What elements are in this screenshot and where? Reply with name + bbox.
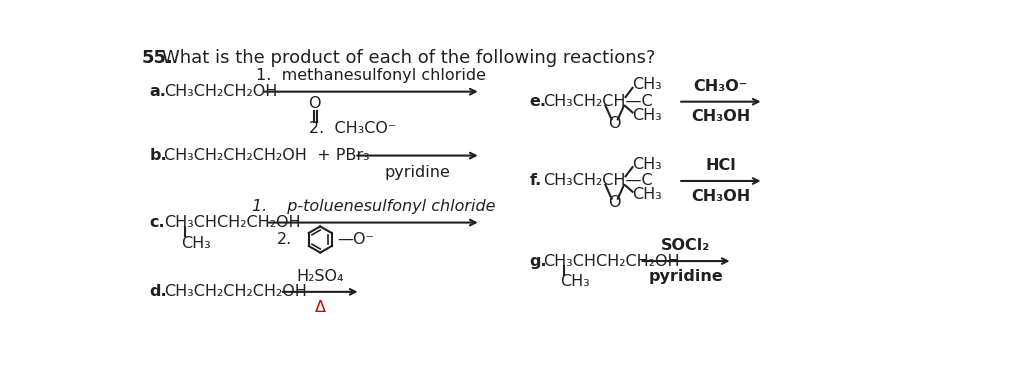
Text: What is the product of each of the following reactions?: What is the product of each of the follo… [162, 49, 655, 67]
Text: g.: g. [529, 254, 547, 269]
Text: CH₃: CH₃ [632, 77, 662, 92]
Text: 55.: 55. [142, 49, 174, 67]
Text: CH₃CH₂CH₂CH₂OH  + PBr₃: CH₃CH₂CH₂CH₂OH + PBr₃ [164, 148, 370, 163]
Text: e.: e. [529, 94, 547, 109]
Text: CH₃O⁻: CH₃O⁻ [693, 79, 748, 94]
Text: 2.  CH₃CO⁻: 2. CH₃CO⁻ [308, 121, 396, 136]
Text: c.: c. [150, 215, 165, 230]
Text: pyridine: pyridine [648, 269, 723, 284]
Text: SOCl₂: SOCl₂ [662, 238, 711, 253]
Text: 2.: 2. [276, 232, 292, 247]
Text: CH₃: CH₃ [180, 236, 211, 251]
Text: CH₃CH₂CH—C: CH₃CH₂CH—C [544, 173, 653, 188]
Text: O: O [308, 96, 321, 111]
Text: —O⁻: —O⁻ [337, 232, 374, 247]
Text: b.: b. [150, 148, 167, 163]
Text: CH₃CH₂CH—C: CH₃CH₂CH—C [544, 94, 653, 109]
Text: 1.     p-toluenesulfonyl chloride: 1. p-toluenesulfonyl chloride [252, 199, 495, 214]
Text: O: O [608, 195, 621, 210]
Text: O: O [608, 116, 621, 131]
Text: a.: a. [150, 84, 167, 99]
Text: H₂SO₄: H₂SO₄ [297, 269, 344, 284]
Text: CH₃OH: CH₃OH [691, 109, 751, 124]
Text: f.: f. [529, 173, 542, 188]
Text: CH₃: CH₃ [632, 157, 662, 172]
Text: CH₃CHCH₂CH₂OH: CH₃CHCH₂CH₂OH [164, 215, 300, 230]
Text: CH₃OH: CH₃OH [691, 189, 751, 204]
Text: CH₃CHCH₂CH₂OH: CH₃CHCH₂CH₂OH [544, 254, 680, 269]
Text: CH₃CH₂CH₂CH₂OH: CH₃CH₂CH₂CH₂OH [164, 284, 306, 299]
Text: HCl: HCl [706, 158, 736, 173]
Text: CH₃: CH₃ [632, 187, 662, 202]
Text: CH₃: CH₃ [632, 108, 662, 123]
Text: pyridine: pyridine [385, 165, 451, 180]
Text: CH₃: CH₃ [560, 274, 590, 290]
Text: d.: d. [150, 284, 167, 299]
Text: CH₃CH₂CH₂OH: CH₃CH₂CH₂OH [164, 84, 278, 99]
Text: 1.  methanesulfonyl chloride: 1. methanesulfonyl chloride [256, 68, 486, 83]
Text: Δ: Δ [314, 300, 326, 315]
